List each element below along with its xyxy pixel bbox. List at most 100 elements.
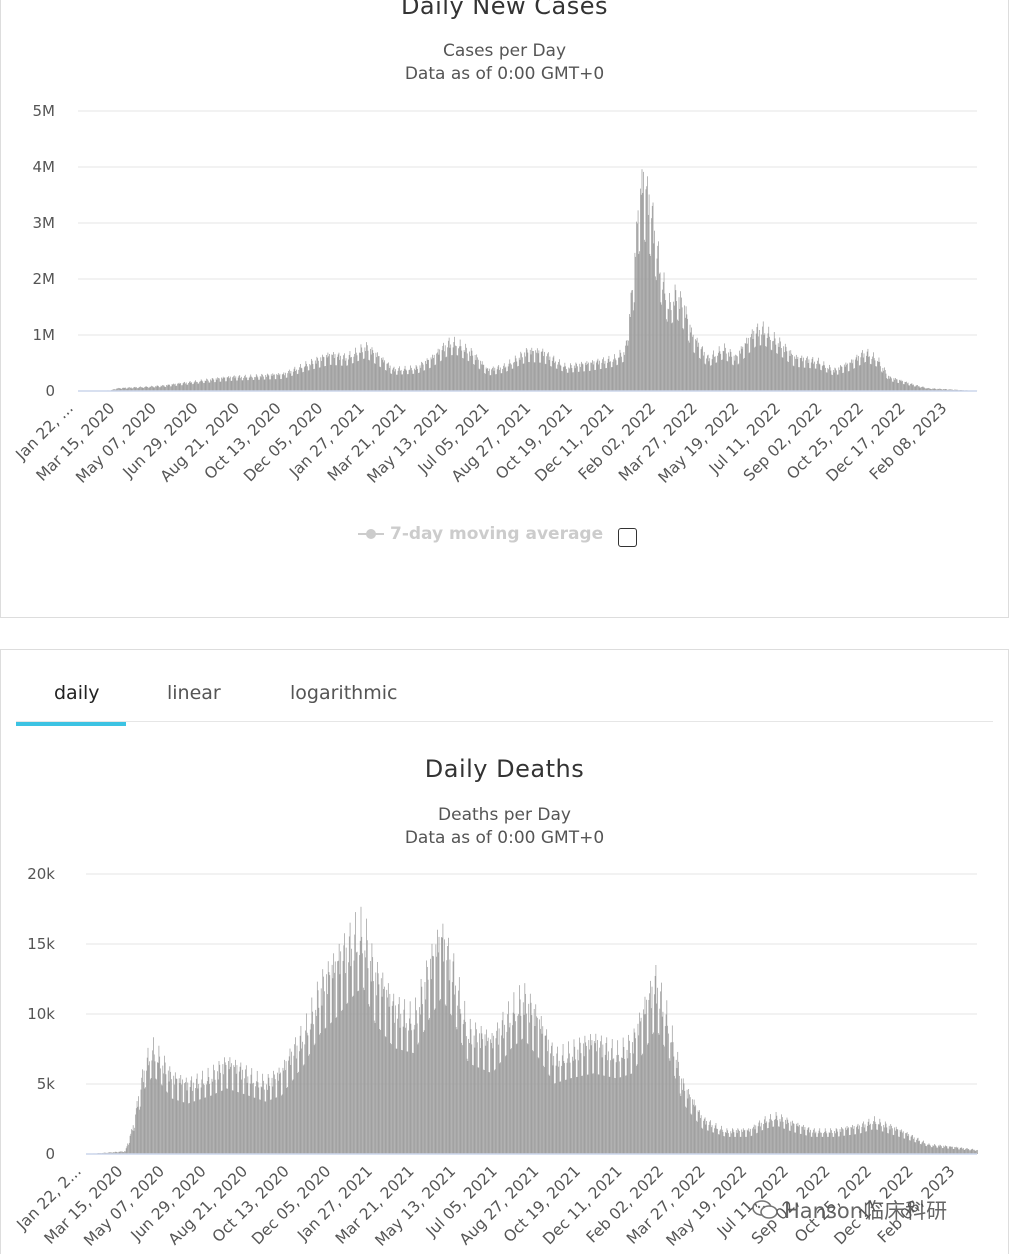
data-bar [689,1097,691,1154]
data-bar [706,355,708,391]
data-bar [157,1062,159,1154]
data-bar [362,953,363,1154]
data-bar [551,360,553,391]
data-bar [386,989,388,1154]
data-bar [571,368,573,391]
data-bar [431,943,433,1154]
moving-average-checkbox[interactable] [618,528,637,547]
data-bar [746,1136,747,1154]
data-bar [288,1060,289,1154]
data-bar [551,1042,553,1154]
data-bar [177,383,178,391]
data-bar [148,387,150,391]
data-bar [178,1078,180,1154]
data-bar [789,355,791,391]
data-bar [863,1127,865,1154]
data-bar [194,1101,196,1154]
moving-average-legend[interactable]: 7-day moving average [358,524,603,544]
data-bar [493,1035,494,1154]
data-bar [525,356,526,391]
data-bar [526,349,528,391]
data-bar [153,1054,155,1154]
data-bar [658,1034,660,1154]
data-bar [869,356,870,391]
data-bar [771,350,773,391]
data-bar [419,365,421,391]
data-bar [344,360,346,391]
data-bar [248,377,250,391]
data-bar [902,1131,904,1154]
data-bar [556,1053,558,1154]
data-bar [345,973,346,1154]
data-bar [319,1034,320,1154]
data-bar [455,1026,457,1154]
data-bar [935,388,936,391]
data-bar [253,1097,255,1154]
data-bar [199,1099,201,1154]
data-bar [408,370,410,391]
data-bar [675,1078,676,1154]
tab-linear[interactable]: linear [167,682,221,704]
data-bar [629,316,631,391]
data-bar [196,1078,197,1154]
data-bar [945,1146,947,1154]
data-bar [255,377,256,391]
data-bar [543,355,544,391]
data-bar [752,339,754,391]
data-bar [655,276,656,391]
data-bar [179,384,181,391]
data-bar [496,369,498,391]
data-bar [781,1117,783,1154]
data-bar [580,366,581,391]
data-bar [274,379,276,391]
data-bar [292,371,294,391]
data-bar [931,1147,933,1154]
data-bar [699,357,700,391]
data-bar [341,1010,342,1154]
data-bar [653,994,655,1154]
data-bar [482,1039,484,1154]
tab-logarithmic[interactable]: logarithmic [290,682,398,704]
data-bar [686,1089,688,1154]
data-bar [396,374,397,391]
data-bar [855,357,857,391]
data-bar [582,364,584,391]
data-bar [531,347,533,391]
data-bar [595,362,597,391]
data-bar [385,1037,387,1154]
data-bar [558,1060,560,1154]
data-bar [775,344,777,391]
data-bar [803,1129,805,1154]
data-bar [353,356,355,391]
data-bar [873,1121,874,1154]
data-bar [723,1136,725,1154]
data-bar [882,1131,884,1154]
tab-daily[interactable]: daily [54,682,100,704]
data-bar [244,1078,246,1154]
data-bar [126,388,127,391]
data-bar [375,352,377,391]
data-bar [351,357,352,391]
data-bar [165,386,167,391]
data-bar [543,1067,545,1154]
data-bar [881,1131,883,1154]
data-bar [351,948,352,1154]
data-bar [599,1047,601,1154]
data-bar [543,1065,544,1154]
data-bar [722,350,724,391]
data-bar [260,1086,262,1154]
data-bar [333,352,334,391]
data-bar [799,358,801,391]
data-bar [811,1136,813,1154]
data-bar [955,1147,956,1154]
data-bar [113,389,115,391]
data-bar [235,1059,236,1154]
data-bar [314,368,315,391]
data-bar [161,386,163,391]
data-bar [233,1065,235,1154]
data-bar [650,255,652,391]
data-bar [631,290,633,391]
data-bar [345,358,347,391]
data-bar [201,1079,203,1154]
data-bar [428,359,430,391]
